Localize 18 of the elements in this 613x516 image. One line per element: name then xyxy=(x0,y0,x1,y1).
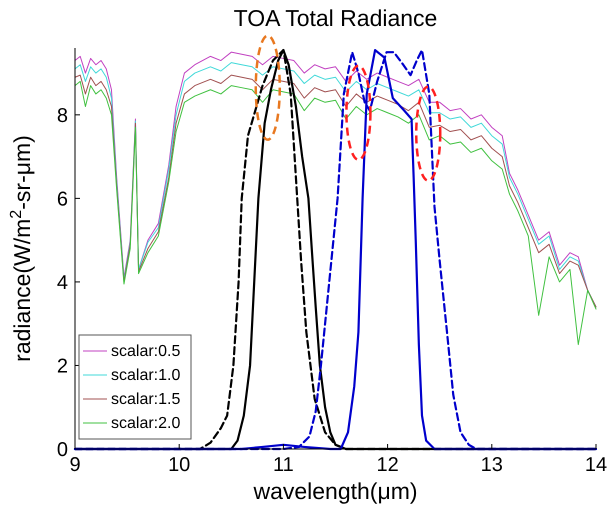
y-tick-label: 6 xyxy=(56,188,68,210)
chart-title: TOA Total Radiance xyxy=(234,5,438,31)
x-tick-label: 13 xyxy=(480,454,503,476)
x-tick-label: 9 xyxy=(69,454,81,476)
x-tick-label: 11 xyxy=(273,454,294,476)
y-tick-label: 2 xyxy=(56,355,68,378)
line-series xyxy=(74,80,596,346)
x-tick-label: 10 xyxy=(168,454,190,476)
legend-label: scalar:2.0 xyxy=(111,415,180,432)
x-tick-label: 14 xyxy=(584,454,608,476)
legend-label: scalar:1.0 xyxy=(111,367,180,384)
y-tick-label: 4 xyxy=(56,272,68,294)
y-tick-label: 8 xyxy=(56,104,68,127)
legend-label: scalar:0.5 xyxy=(111,343,180,360)
legend-label: scalar:1.5 xyxy=(111,391,180,408)
y-tick-label: 0 xyxy=(56,439,68,461)
x-axis-title: wavelength(μm) xyxy=(252,478,418,504)
x-tick-label: 12 xyxy=(376,454,399,476)
